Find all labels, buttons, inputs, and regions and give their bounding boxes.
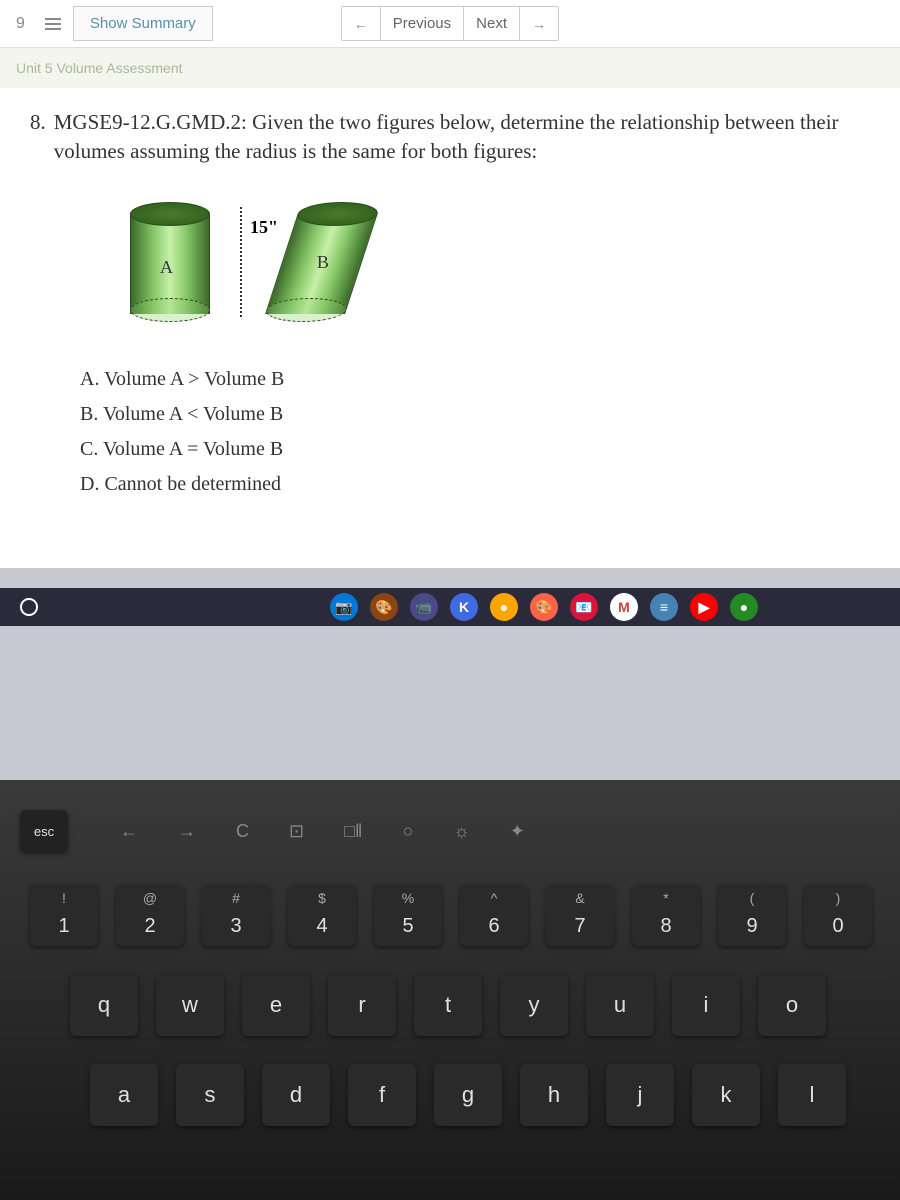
question-body: MGSE9-12.G.GMD.2: Given the two figures … bbox=[54, 108, 870, 167]
letter-key: e bbox=[242, 974, 310, 1036]
menu-icon[interactable] bbox=[41, 12, 65, 36]
number-key: @2 bbox=[116, 884, 184, 946]
question-number: 8. bbox=[30, 108, 46, 167]
taskbar-app-icon[interactable]: K bbox=[450, 593, 478, 621]
taskbar-app-icon[interactable]: 📹 bbox=[410, 593, 438, 621]
taskbar-app-icon[interactable]: 📷 bbox=[330, 593, 358, 621]
letter-key: t bbox=[414, 974, 482, 1036]
taskbar-app-icon[interactable]: M bbox=[610, 593, 638, 621]
number-key: *8 bbox=[632, 884, 700, 946]
number-key: )0 bbox=[804, 884, 872, 946]
page-number: 9 bbox=[8, 15, 33, 33]
letter-key: i bbox=[672, 974, 740, 1036]
function-key: C bbox=[236, 821, 249, 842]
letter-key: l bbox=[778, 1064, 846, 1126]
letter-key: q bbox=[70, 974, 138, 1036]
letter-key: h bbox=[520, 1064, 588, 1126]
answer-a[interactable]: A. Volume A > Volume B bbox=[80, 362, 870, 397]
label-a: A bbox=[160, 257, 173, 278]
next-button[interactable]: Next bbox=[464, 7, 520, 40]
answer-c[interactable]: C. Volume A = Volume B bbox=[80, 432, 870, 467]
taskbar-app-icon[interactable]: 📧 bbox=[570, 593, 598, 621]
function-key: → bbox=[178, 821, 196, 842]
function-row: esc ← → C ⊡ □‖ ○ ☼ ✦ bbox=[20, 810, 880, 852]
qwerty-row: qwertyuio bbox=[20, 974, 880, 1036]
show-summary-button[interactable]: Show Summary bbox=[73, 6, 213, 41]
number-key: $4 bbox=[288, 884, 356, 946]
number-key: &7 bbox=[546, 884, 614, 946]
function-key: ⊡ bbox=[289, 821, 304, 842]
height-label: 15" bbox=[250, 217, 278, 238]
height-indicator: 15" bbox=[240, 207, 242, 317]
letter-key: y bbox=[500, 974, 568, 1036]
letter-key: k bbox=[692, 1064, 760, 1126]
keyboard: esc ← → C ⊡ □‖ ○ ☼ ✦ !1 @2 #3 $4 %5 ^6&7 *8 (9 )0 qwert… bbox=[0, 780, 900, 1200]
top-bar: 9 Show Summary ← Previous Next → bbox=[0, 0, 900, 48]
function-key: □‖ bbox=[344, 821, 362, 842]
letter-key: r bbox=[328, 974, 396, 1036]
figures: A 15" B bbox=[130, 192, 870, 332]
function-key: ☼ bbox=[453, 821, 470, 842]
letter-key: j bbox=[606, 1064, 674, 1126]
letter-key: o bbox=[758, 974, 826, 1036]
letter-key: f bbox=[348, 1064, 416, 1126]
prev-arrow-button[interactable]: ← bbox=[342, 7, 381, 40]
taskbar-app-icon[interactable]: ≡ bbox=[650, 593, 678, 621]
label-b: B bbox=[317, 252, 329, 273]
cylinder-a: A bbox=[130, 202, 210, 322]
letter-key: s bbox=[176, 1064, 244, 1126]
nav-group: ← Previous Next → bbox=[341, 6, 559, 41]
previous-button[interactable]: Previous bbox=[381, 7, 464, 40]
taskbar-app-icon[interactable]: 🎨 bbox=[370, 593, 398, 621]
letter-key: a bbox=[90, 1064, 158, 1126]
asdf-row: asdfghjkl bbox=[20, 1064, 880, 1126]
esc-key: esc bbox=[20, 810, 68, 852]
letter-key: w bbox=[156, 974, 224, 1036]
question-content: 8. MGSE9-12.G.GMD.2: Given the two figur… bbox=[0, 88, 900, 568]
question-text: 8. MGSE9-12.G.GMD.2: Given the two figur… bbox=[30, 108, 870, 167]
taskbar-app-icon[interactable]: ● bbox=[490, 593, 518, 621]
answer-b[interactable]: B. Volume A < Volume B bbox=[80, 397, 870, 432]
function-key: ← bbox=[120, 821, 138, 842]
number-key: %5 bbox=[374, 884, 442, 946]
number-key: !1 bbox=[30, 884, 98, 946]
taskbar: 📷 🎨 📹 K ● 🎨 📧 M ≡ ▶ ● bbox=[0, 588, 900, 626]
answer-d[interactable]: D. Cannot be determined bbox=[80, 467, 870, 502]
letter-key: u bbox=[586, 974, 654, 1036]
number-key: (9 bbox=[718, 884, 786, 946]
number-key: #3 bbox=[202, 884, 270, 946]
letter-key: g bbox=[434, 1064, 502, 1126]
cylinder-b: B bbox=[263, 202, 382, 322]
taskbar-app-icon[interactable]: ▶ bbox=[690, 593, 718, 621]
next-arrow-button[interactable]: → bbox=[520, 7, 558, 40]
answer-choices: A. Volume A > Volume B B. Volume A < Vol… bbox=[80, 362, 870, 502]
function-key: ○ bbox=[402, 821, 413, 842]
letter-key: d bbox=[262, 1064, 330, 1126]
number-key: ^6 bbox=[460, 884, 528, 946]
search-icon[interactable] bbox=[20, 598, 38, 616]
breadcrumb: Unit 5 Volume Assessment bbox=[0, 48, 900, 88]
number-row: !1 @2 #3 $4 %5 ^6&7 *8 (9 )0 bbox=[20, 884, 880, 946]
taskbar-app-icon[interactable]: 🎨 bbox=[530, 593, 558, 621]
taskbar-app-icon[interactable]: ● bbox=[730, 593, 758, 621]
function-key: ✦ bbox=[510, 821, 525, 842]
